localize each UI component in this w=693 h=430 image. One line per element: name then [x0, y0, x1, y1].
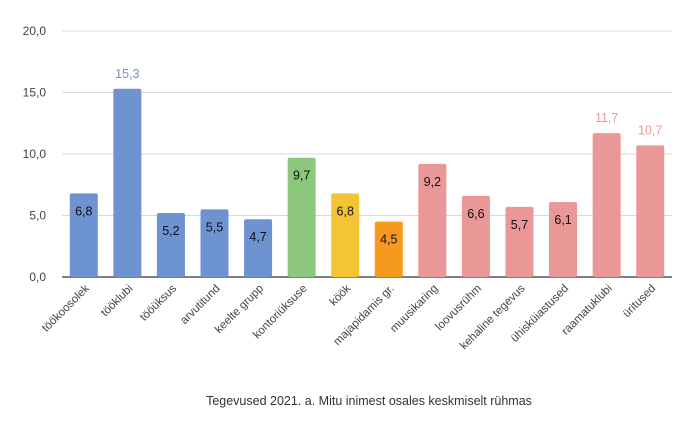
- data-label: 6,6: [467, 207, 484, 221]
- bar: [244, 219, 273, 277]
- x-category-label: tööklubi: [99, 283, 136, 320]
- x-axis-title: Tegevused 2021. a. Mitu inimest osales k…: [206, 394, 532, 408]
- x-category-label: üritused: [621, 283, 658, 320]
- gridlines: [62, 30, 672, 278]
- bar: [418, 163, 447, 277]
- x-category-label: köök: [328, 282, 354, 308]
- bar: [200, 209, 229, 277]
- y-axis-ticks: 0,0 5,0 10,0 15,0 20,0: [23, 24, 47, 284]
- data-label: 10,7: [638, 123, 662, 137]
- x-category-label: tööüksus: [138, 282, 179, 323]
- y-tick-label: 20,0: [23, 24, 47, 38]
- data-labels: 6,8 15,3 5,2 5,5 4,7 9,7 6,8 4,5 9,2 6,6 5,7 6,1 11,…: [75, 67, 662, 247]
- x-category-label: arvutitund: [178, 283, 222, 327]
- data-label: 4,5: [380, 233, 397, 247]
- y-tick-label: 5,0: [29, 209, 46, 223]
- bar: [549, 201, 578, 277]
- y-tick-label: 10,0: [23, 147, 47, 161]
- data-label: 15,3: [115, 67, 139, 81]
- data-label: 6,8: [75, 204, 92, 218]
- y-tick-label: 0,0: [29, 270, 46, 284]
- x-axis-categories: töökoosolek tööklubi tööüksus arvutitundkee…: [40, 282, 658, 352]
- bar: [374, 221, 403, 277]
- bar: [636, 145, 665, 277]
- data-label: 6,8: [337, 204, 354, 218]
- data-label: 4,7: [249, 230, 266, 244]
- x-category-label: töökoosolek: [40, 282, 92, 334]
- bar: [331, 193, 360, 277]
- data-label: 5,7: [511, 218, 528, 232]
- bar: [69, 193, 98, 277]
- data-label: 6,1: [554, 213, 571, 227]
- data-label: 5,2: [162, 224, 179, 238]
- bars: [69, 88, 665, 277]
- bar: [156, 213, 185, 277]
- data-label: 9,7: [293, 169, 310, 183]
- bar: [113, 88, 142, 277]
- data-label: 11,7: [595, 111, 618, 125]
- bar: [461, 195, 490, 277]
- data-label: 9,2: [424, 175, 441, 189]
- bar: [592, 133, 621, 277]
- bar: [287, 157, 316, 277]
- bar: [505, 206, 534, 277]
- data-label: 5,5: [206, 220, 223, 234]
- y-tick-label: 15,0: [23, 86, 47, 100]
